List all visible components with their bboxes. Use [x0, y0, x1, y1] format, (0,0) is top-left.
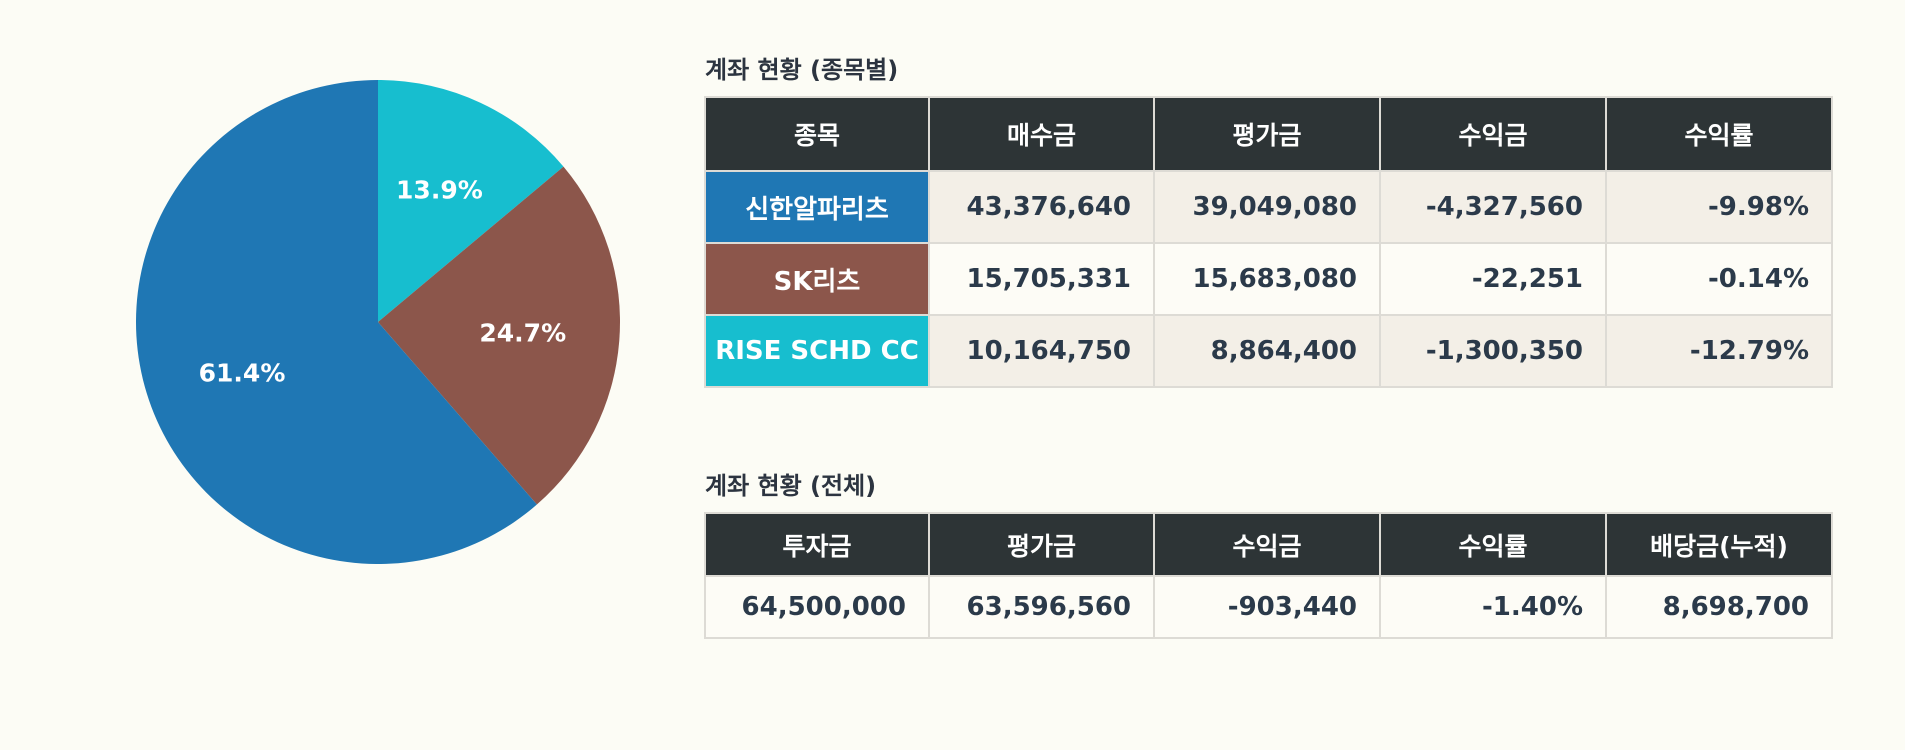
header-return-rate: 수익률: [1379, 513, 1607, 576]
total-title: 계좌 현황 (전체): [705, 472, 877, 500]
header-dividend-cumulative: 배당금(누적): [1605, 513, 1833, 576]
table-row: RISE SCHD CC 10,164,750 8,864,400 -1,300…: [704, 314, 1833, 388]
header-profit: 수익금: [1379, 97, 1607, 171]
return-rate: -0.14%: [1605, 242, 1833, 316]
table-row: SK리츠 15,705,331 15,683,080 -22,251 -0.14…: [704, 242, 1833, 316]
by-stock-table: 종목 매수금 평가금 수익금 수익률 신한알파리츠 43,376,640 39,…: [704, 96, 1833, 388]
pie-slice: [378, 80, 564, 322]
header-stock: 종목: [704, 97, 930, 171]
table-header-row: 종목 매수금 평가금 수익금 수익률: [704, 97, 1833, 171]
buy-amount: 10,164,750: [928, 314, 1155, 388]
return-rate-value: -1.40%: [1379, 575, 1607, 639]
profit: -22,251: [1379, 242, 1607, 316]
eval-amount: 15,683,080: [1153, 242, 1381, 316]
stock-name: SK리츠: [704, 242, 930, 316]
return-rate: -9.98%: [1605, 170, 1833, 244]
header-investment: 투자금: [704, 513, 930, 576]
total-table: 투자금 평가금 수익금 수익률 배당금(누적) 64,500,000 63,59…: [704, 512, 1833, 639]
eval-amount: 39,049,080: [1153, 170, 1381, 244]
profit-value: -903,440: [1153, 575, 1381, 639]
dividend-value: 8,698,700: [1605, 575, 1833, 639]
eval-value: 63,596,560: [928, 575, 1155, 639]
pie-slice: [135, 80, 537, 565]
header-buy-amount: 매수금: [928, 97, 1155, 171]
profit: -1,300,350: [1379, 314, 1607, 388]
buy-amount: 15,705,331: [928, 242, 1155, 316]
investment-value: 64,500,000: [704, 575, 930, 639]
profit: -4,327,560: [1379, 170, 1607, 244]
table-header-row: 투자금 평가금 수익금 수익률 배당금(누적): [704, 513, 1833, 576]
header-profit: 수익금: [1153, 513, 1381, 576]
return-rate: -12.79%: [1605, 314, 1833, 388]
eval-amount: 8,864,400: [1153, 314, 1381, 388]
header-eval-amount: 평가금: [928, 513, 1155, 576]
pie-chart-svg: [135, 80, 620, 565]
pie-slice-label: 61.4%: [198, 358, 286, 388]
table-row: 64,500,000 63,596,560 -903,440 -1.40% 8,…: [704, 575, 1833, 639]
stock-name: 신한알파리츠: [704, 170, 930, 244]
allocation-pie-chart: 13.9% 24.7% 61.4%: [0, 0, 700, 750]
pie-slice-label: 24.7%: [479, 318, 567, 348]
table-row: 신한알파리츠 43,376,640 39,049,080 -4,327,560 …: [704, 170, 1833, 244]
header-eval-amount: 평가금: [1153, 97, 1381, 171]
by-stock-title: 계좌 현황 (종목별): [705, 56, 899, 84]
buy-amount: 43,376,640: [928, 170, 1155, 244]
pie-slice: [378, 166, 620, 505]
stock-name: RISE SCHD CC: [704, 314, 930, 388]
pie-slice-label: 13.9%: [396, 175, 483, 205]
header-return-rate: 수익률: [1605, 97, 1833, 171]
